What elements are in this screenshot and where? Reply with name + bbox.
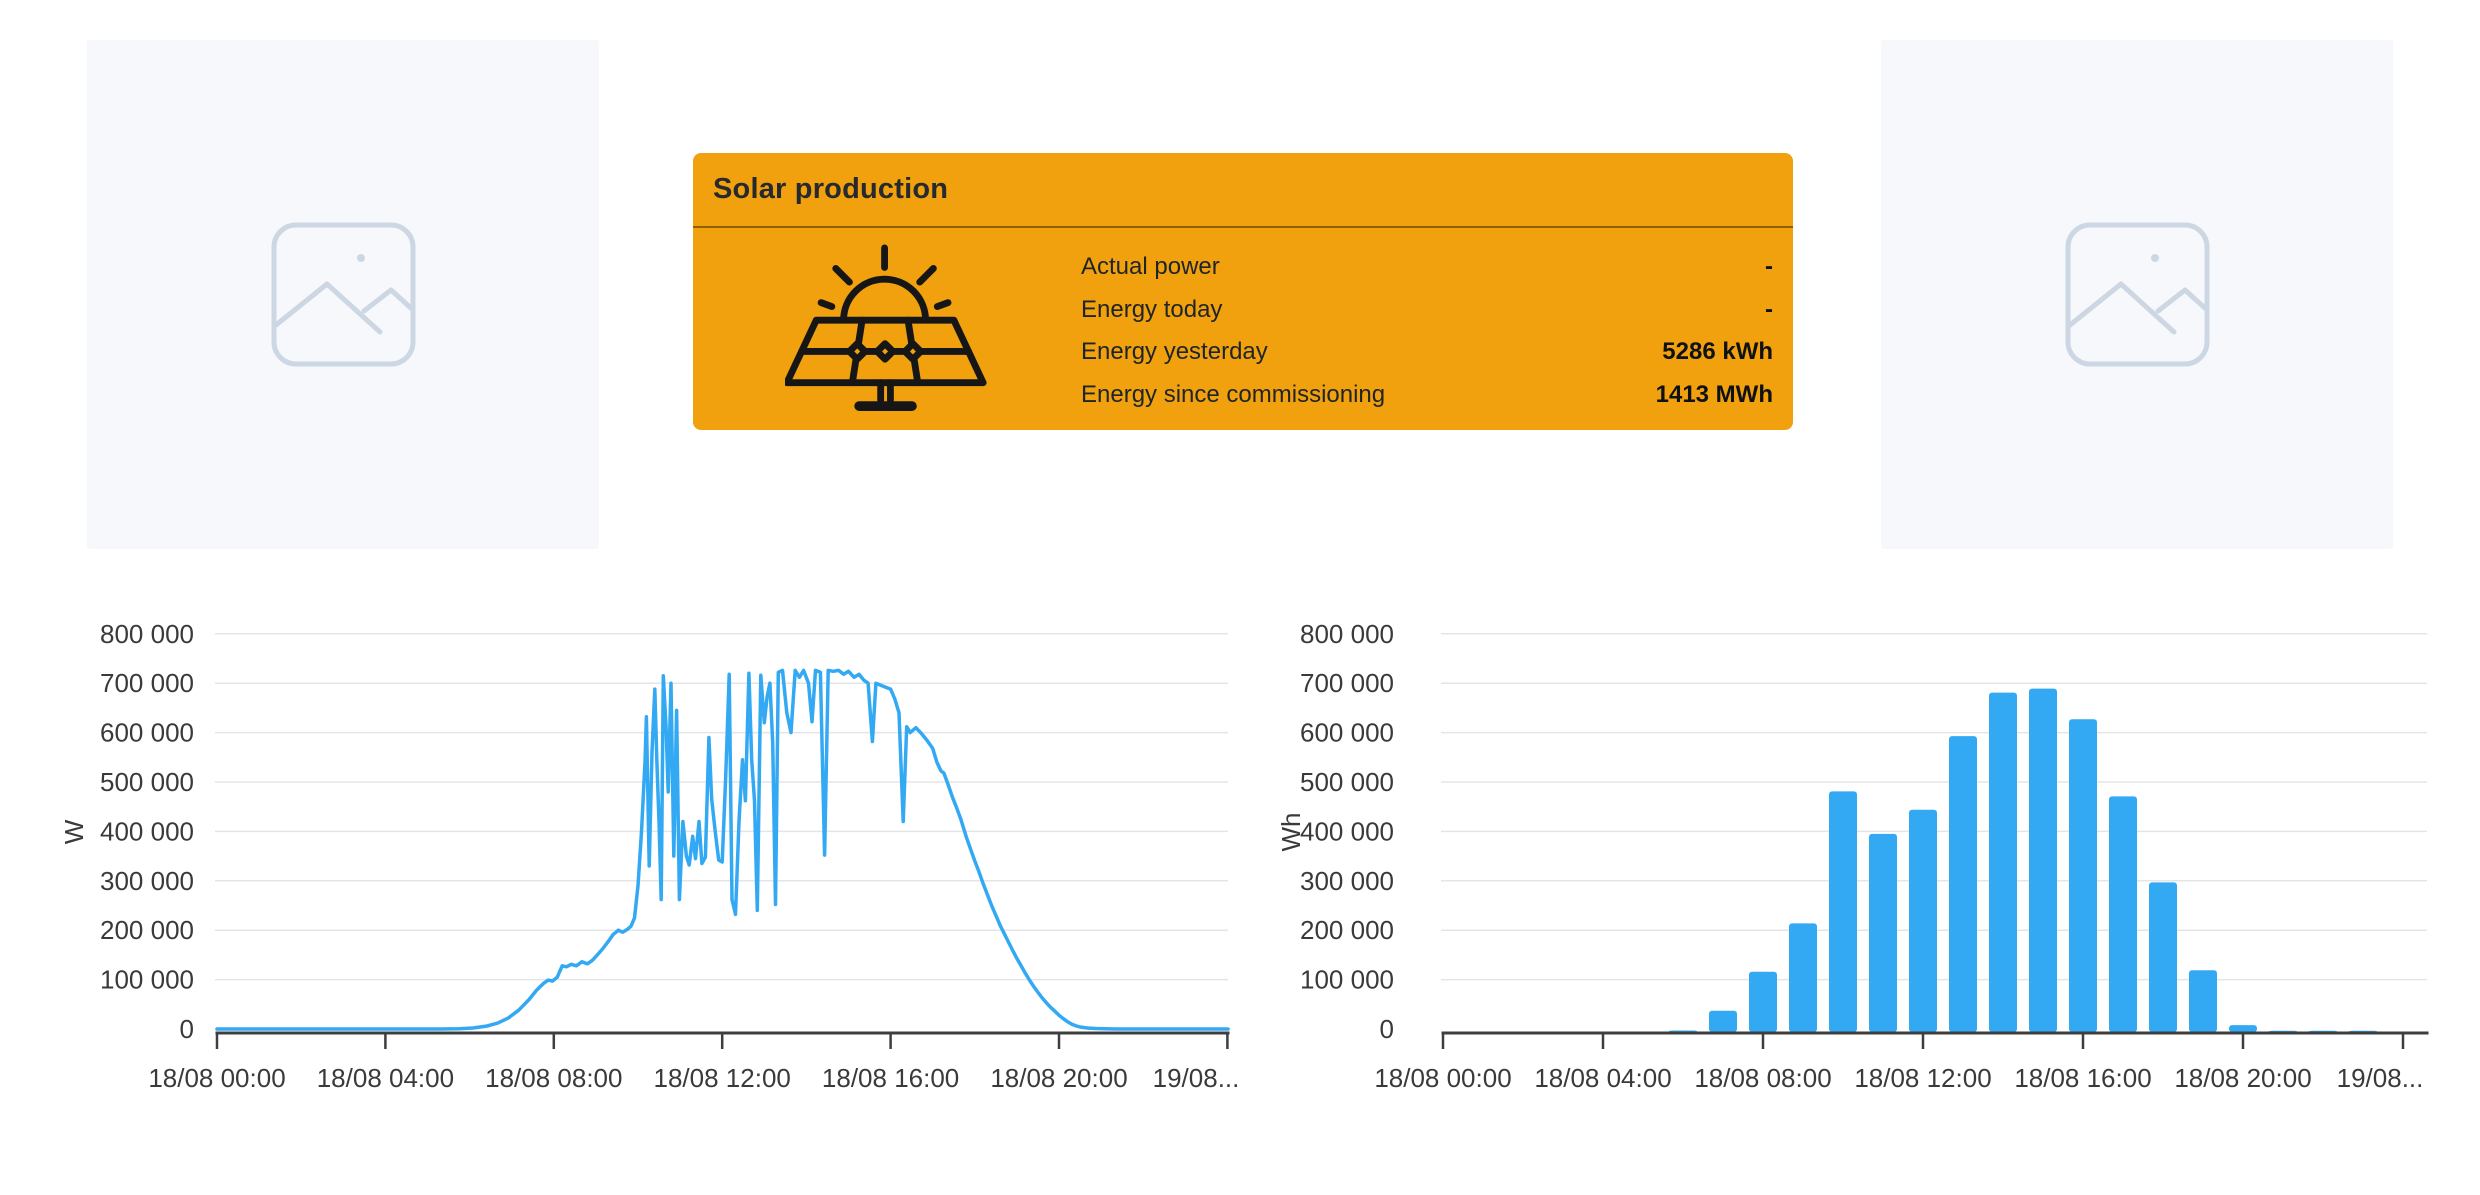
bar[interactable] [2149, 882, 2177, 1032]
bar[interactable] [1869, 833, 1897, 1032]
y-axis-unit-label: W [60, 819, 89, 844]
stat-row: Energy yesterday 5286 kWh [1081, 339, 1773, 365]
x-axis-tick-label: 18/08 08:00 [485, 1063, 622, 1093]
x-axis-tick-label: 18/08 20:00 [2174, 1063, 2311, 1093]
solar-power-line-chart[interactable]: 0 100 000 200 000 300 000 400 000 500 000 600 … [60, 620, 1260, 1110]
y-axis-tick-label: 700 000 [100, 668, 194, 698]
y-axis-tick-label: 300 000 [1300, 866, 1394, 896]
stat-value: - [1765, 253, 1773, 280]
x-axis-tick-label: 18/08 00:00 [148, 1063, 285, 1093]
y-axis-tick-label: 800 000 [100, 620, 194, 649]
stat-value: 5286 kWh [1662, 338, 1773, 366]
y-axis-unit-label: Wh [1280, 813, 1306, 852]
solar-card-header: Solar production [693, 153, 1793, 228]
stat-label: Energy since commissioning [1081, 380, 1386, 408]
image-placeholder-icon [271, 222, 415, 367]
y-axis-tick-label: 100 000 [100, 965, 194, 995]
x-axis-tick-label: 18/08 04:00 [317, 1063, 454, 1093]
solar-panel-icon [784, 244, 987, 411]
y-axis-tick-label: 200 000 [1300, 915, 1394, 945]
bar[interactable] [2069, 719, 2097, 1032]
bar[interactable] [1989, 692, 2017, 1032]
x-axis-tick-label: 18/08 16:00 [822, 1063, 959, 1093]
stat-value: 1413 MWh [1655, 380, 1773, 408]
y-axis-tick-label: 400 000 [100, 816, 194, 846]
image-placeholder-icon [2065, 222, 2209, 367]
x-axis-tick-label: 18/08 20:00 [990, 1063, 1127, 1093]
y-axis-tick-label: 100 000 [1300, 965, 1394, 995]
stat-label: Energy yesterday [1081, 338, 1268, 366]
bar[interactable] [1949, 736, 1977, 1032]
image-placeholder-left [87, 40, 599, 549]
y-axis-tick-label: 0 [1380, 1014, 1394, 1044]
y-axis-tick-label: 600 000 [100, 718, 194, 748]
solar-card-icon-column [693, 228, 1081, 428]
y-axis-tick-label: 400 000 [1300, 816, 1394, 846]
x-axis-tick-label: 19/08... [2337, 1063, 2424, 1093]
y-axis-tick-label: 500 000 [100, 767, 194, 797]
y-axis-tick-label: 600 000 [1300, 718, 1394, 748]
power-line-series[interactable] [215, 668, 1230, 1031]
y-axis-tick-label: 200 000 [100, 915, 194, 945]
bar[interactable] [1789, 923, 1817, 1032]
solar-card-body: Actual power - Energy today - Energy yesterd… [693, 228, 1793, 428]
x-axis-tick-label: 18/08 12:00 [1854, 1063, 1991, 1093]
x-axis-tick-label: 19/08... [1153, 1063, 1240, 1093]
image-placeholder-right [1881, 40, 2393, 549]
solar-production-card[interactable]: Solar production [693, 153, 1793, 430]
y-axis-tick-label: 800 000 [1300, 620, 1394, 649]
x-axis-tick-label: 18/08 04:00 [1534, 1063, 1671, 1093]
bar[interactable] [2229, 1025, 2257, 1032]
stat-label: Energy today [1081, 295, 1223, 323]
stat-label: Actual power [1081, 253, 1220, 280]
stat-row: Actual power - [1081, 254, 1773, 280]
y-axis-tick-label: 700 000 [1300, 668, 1394, 698]
bar[interactable] [2189, 970, 2217, 1032]
x-axis-tick-label: 18/08 16:00 [2014, 1063, 2151, 1093]
bar[interactable] [1829, 791, 1857, 1032]
bar[interactable] [1709, 1010, 1737, 1032]
solar-energy-bar-chart[interactable]: 0 100 000 200 000 300 000 400 000 500 000 600 … [1280, 620, 2480, 1110]
y-axis-tick-label: 500 000 [1300, 767, 1394, 797]
y-axis-tick-label: 300 000 [100, 866, 194, 896]
x-axis-tick-label: 18/08 08:00 [1694, 1063, 1831, 1093]
stat-row: Energy since commissioning 1413 MWh [1081, 380, 1773, 408]
solar-card-stats: Actual power - Energy today - Energy yesterd… [1081, 228, 1793, 428]
stat-value: - [1765, 295, 1773, 323]
bar[interactable] [1909, 809, 1937, 1032]
bar[interactable] [2109, 796, 2137, 1032]
y-axis-tick-label: 0 [180, 1014, 194, 1044]
bar[interactable] [1749, 971, 1777, 1032]
bar[interactable] [2029, 688, 2057, 1032]
x-axis-tick-label: 18/08 00:00 [1374, 1063, 1511, 1093]
solar-card-title: Solar production [713, 173, 949, 205]
stat-row: Energy today - [1081, 295, 1773, 323]
x-axis-tick-label: 18/08 12:00 [654, 1063, 791, 1093]
